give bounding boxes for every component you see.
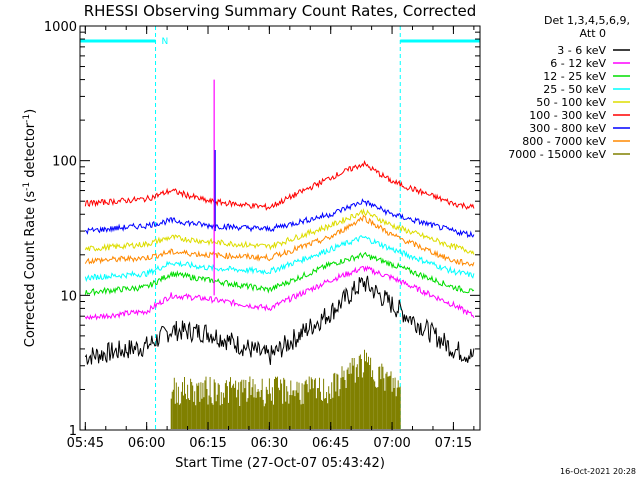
series-line bbox=[84, 275, 475, 365]
x-tick-label: 07:00 bbox=[373, 436, 410, 451]
x-tick-label: 06:45 bbox=[312, 436, 349, 451]
night-markers: N bbox=[79, 26, 481, 430]
timestamp: 16-Oct-2021 20:28 bbox=[560, 467, 636, 476]
x-tick-label: 06:00 bbox=[128, 436, 165, 451]
y-tick-label: 1000 bbox=[44, 20, 77, 35]
x-axis: 05:45 06:00 06:15 06:30 06:45 07:00 07:15 bbox=[67, 26, 475, 451]
series-line bbox=[84, 208, 475, 255]
x-tick-label: 06:30 bbox=[251, 436, 288, 451]
y-tick-label: 1 bbox=[69, 424, 77, 439]
night-label: N bbox=[162, 37, 169, 47]
plot-frame bbox=[79, 25, 481, 431]
legend-header-2: Att 0 bbox=[580, 27, 606, 40]
legend-label: 100 - 300 keV bbox=[529, 109, 606, 122]
x-tick-label: 05:45 bbox=[67, 436, 104, 451]
x-axis-label: Start Time (27-Oct-07 05:43:42) bbox=[175, 456, 385, 471]
legend-label: 300 - 800 keV bbox=[529, 122, 606, 135]
legend-label: 50 - 100 keV bbox=[536, 96, 606, 109]
chart-title: RHESSI Observing Summary Count Rates, Co… bbox=[84, 2, 477, 20]
legend-label: 6 - 12 keV bbox=[550, 57, 606, 70]
y-axis-label: Corrected Count Rate (s-1 detector-1) bbox=[22, 109, 38, 347]
series-line bbox=[84, 160, 475, 211]
legend-label: 25 - 50 keV bbox=[543, 83, 606, 96]
x-tick-label: 07:15 bbox=[435, 436, 472, 451]
legend-label: 12 - 25 keV bbox=[543, 70, 606, 83]
legend-label: 800 - 7000 keV bbox=[522, 135, 606, 148]
y-axis: 1 10 100 1000 bbox=[44, 20, 480, 439]
plot-series bbox=[84, 79, 475, 429]
legend-header-1: Det 1,3,4,5,6,9, bbox=[544, 14, 630, 27]
series-line bbox=[84, 235, 475, 283]
y-tick-label: 10 bbox=[60, 289, 77, 304]
series-line bbox=[84, 265, 475, 321]
y-tick-label: 100 bbox=[52, 155, 77, 170]
series-line bbox=[84, 251, 475, 297]
series-line bbox=[84, 198, 475, 239]
series-line bbox=[84, 214, 475, 267]
legend-label: 7000 - 15000 keV bbox=[508, 148, 606, 161]
x-tick-label: 06:15 bbox=[189, 436, 226, 451]
legend-label: 3 - 6 keV bbox=[557, 44, 606, 57]
series-line bbox=[170, 349, 401, 429]
